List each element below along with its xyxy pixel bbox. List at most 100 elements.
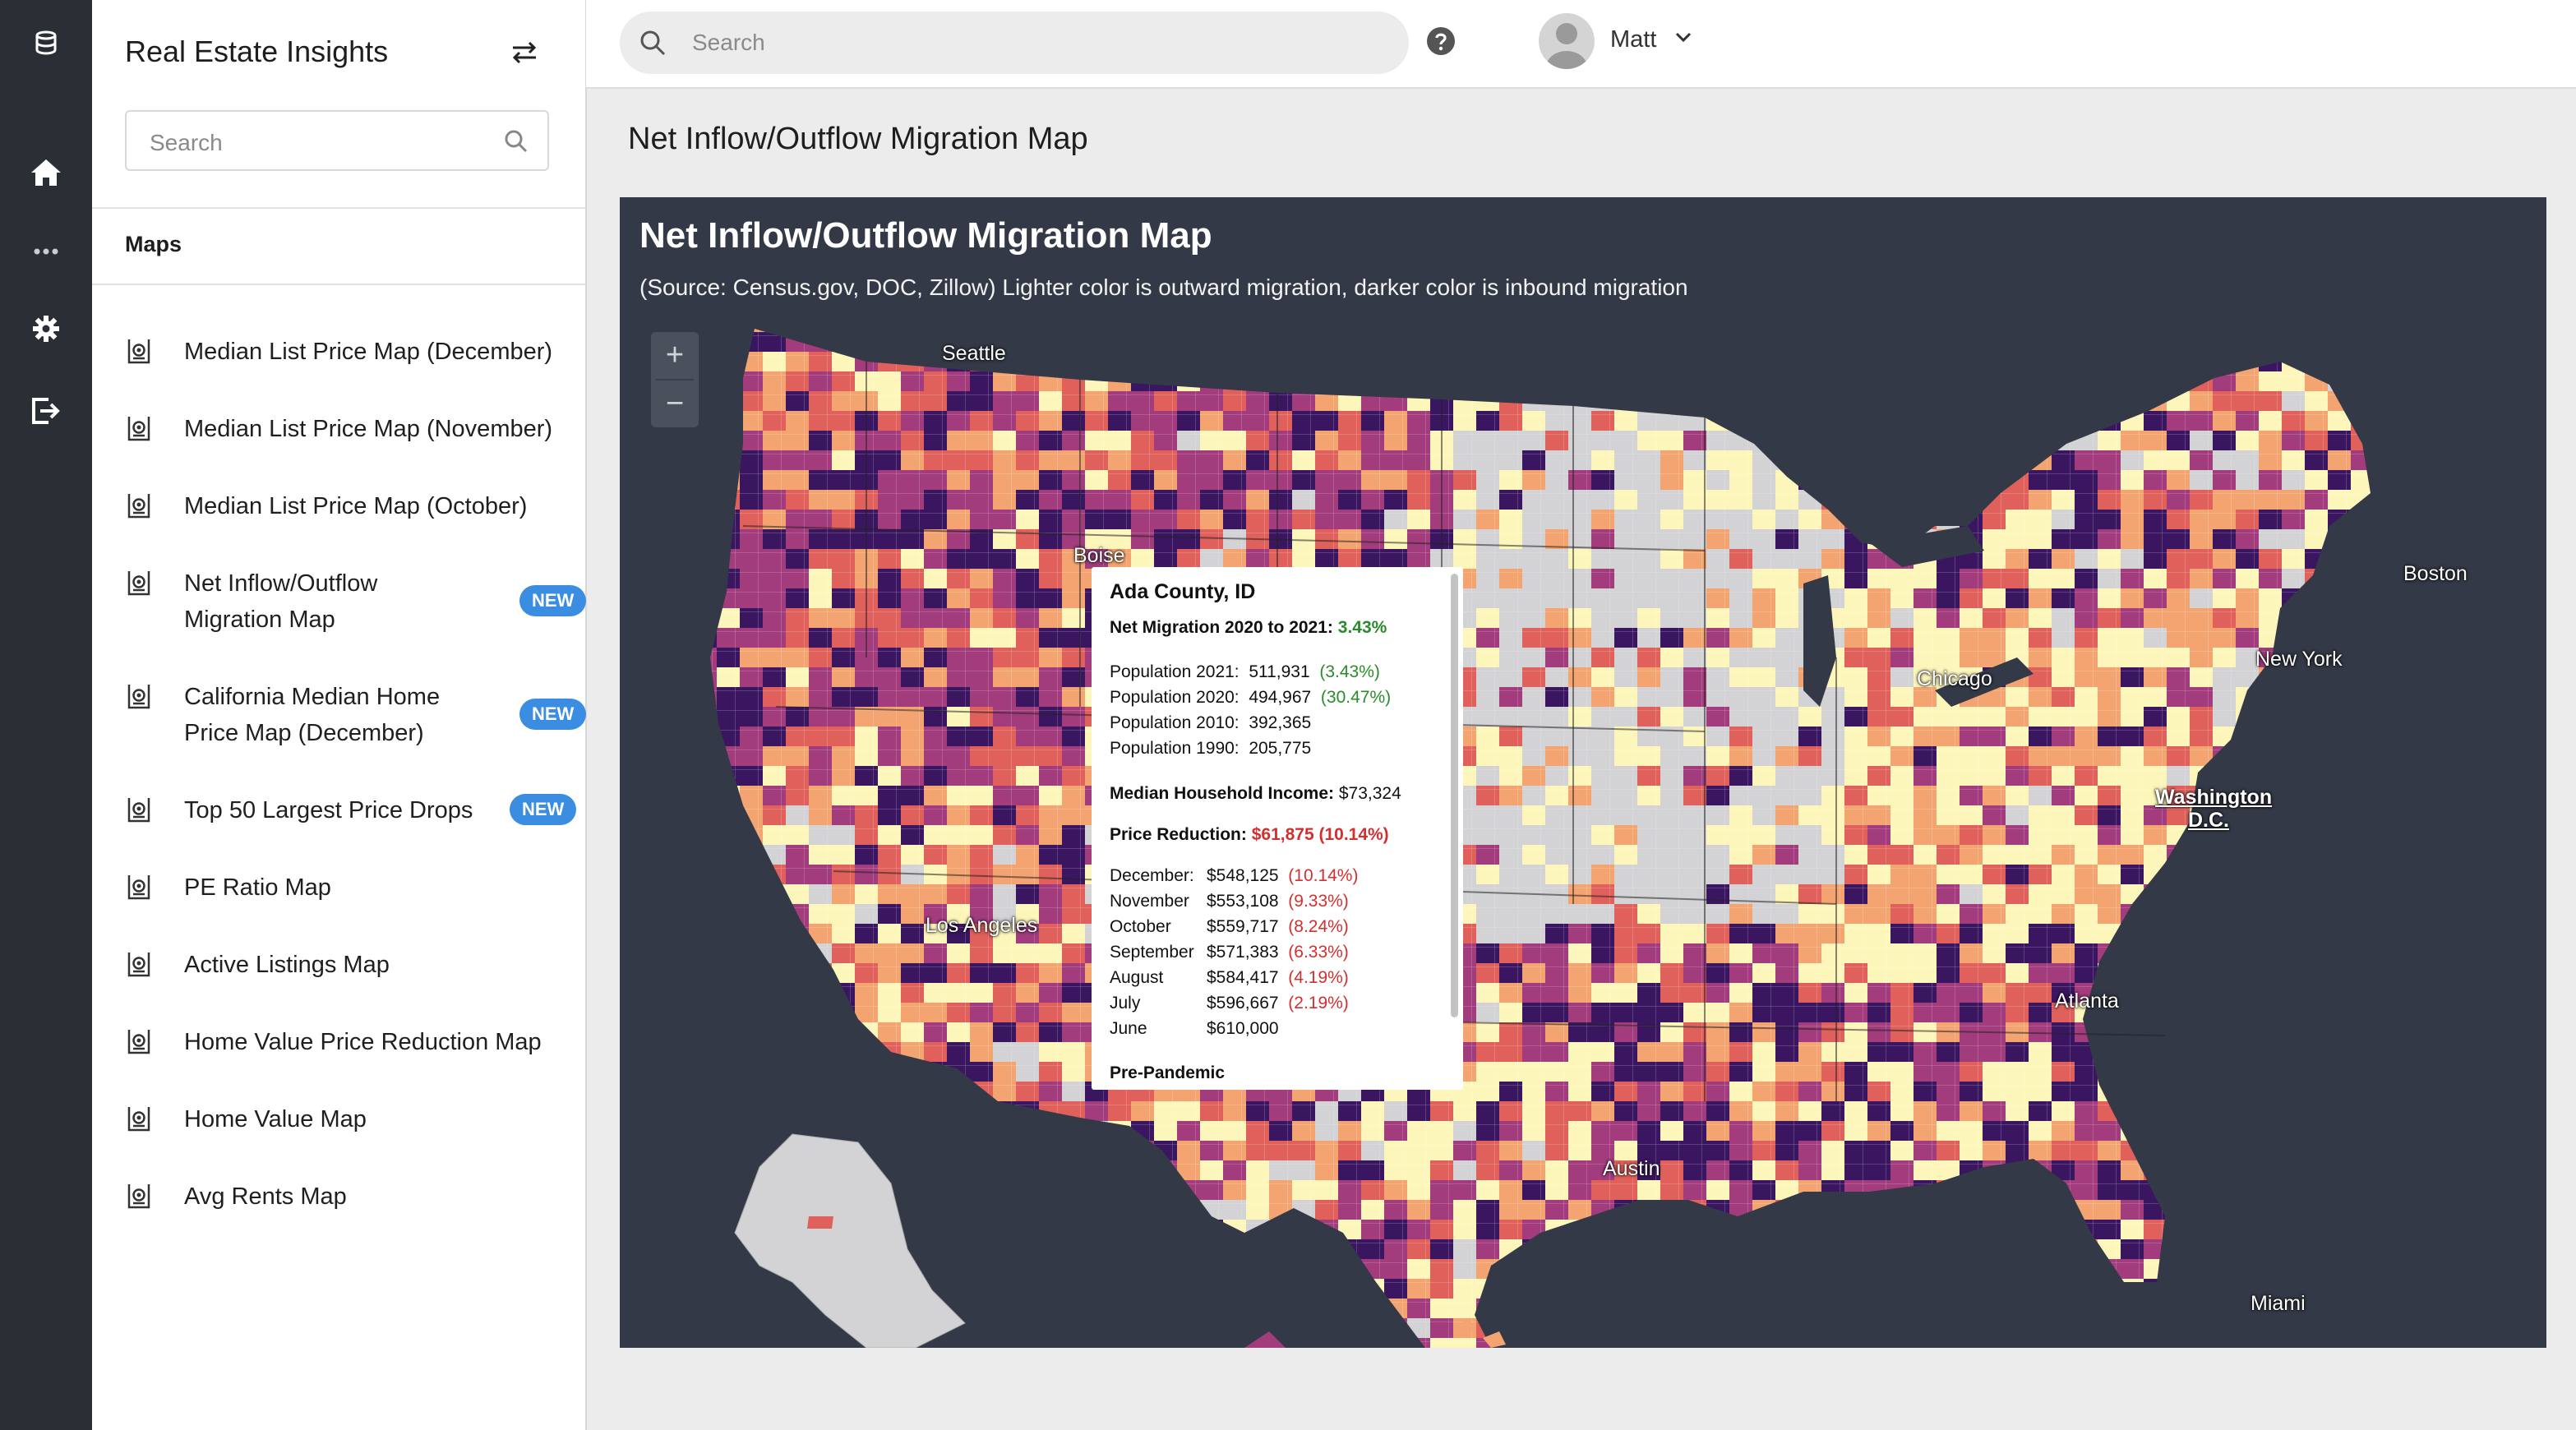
county-cell[interactable] bbox=[1062, 1220, 1085, 1239]
county-cell[interactable] bbox=[2374, 727, 2397, 746]
county-cell[interactable] bbox=[1223, 1279, 1246, 1299]
county-cell[interactable] bbox=[2006, 1160, 2029, 1180]
county-cell[interactable] bbox=[2006, 450, 2029, 470]
logout-icon[interactable] bbox=[0, 386, 92, 436]
county-cell[interactable] bbox=[2374, 707, 2397, 727]
county-cell[interactable] bbox=[2213, 352, 2236, 371]
county-cell[interactable] bbox=[1960, 490, 1983, 510]
county-cell[interactable] bbox=[1798, 1239, 1821, 1259]
county-cell[interactable] bbox=[2374, 569, 2397, 588]
county-cell[interactable] bbox=[2351, 529, 2374, 549]
county-cell[interactable] bbox=[786, 943, 809, 963]
search-icon[interactable] bbox=[503, 128, 529, 159]
county-cell[interactable] bbox=[1177, 1338, 1200, 1348]
county-cell[interactable] bbox=[1867, 490, 1890, 510]
county-cell[interactable] bbox=[2328, 727, 2351, 746]
county-cell[interactable] bbox=[2351, 707, 2374, 727]
county-cell[interactable] bbox=[1983, 352, 2006, 371]
county-cell[interactable] bbox=[2282, 904, 2305, 924]
county-cell[interactable] bbox=[1338, 332, 1361, 352]
county-cell[interactable] bbox=[2167, 1338, 2190, 1348]
county-cell[interactable] bbox=[2144, 1141, 2167, 1160]
county-cell[interactable] bbox=[993, 1101, 1016, 1121]
county-cell[interactable] bbox=[694, 766, 717, 786]
county-cell[interactable] bbox=[1914, 1220, 1937, 1239]
county-cell[interactable] bbox=[2098, 1318, 2121, 1338]
county-cell[interactable] bbox=[2374, 1200, 2397, 1220]
county-cell[interactable] bbox=[1085, 332, 1108, 352]
county-cell[interactable] bbox=[1338, 1318, 1361, 1338]
county-cell[interactable] bbox=[1131, 1299, 1154, 1318]
county-cell[interactable] bbox=[2190, 943, 2213, 963]
county-cell[interactable] bbox=[924, 1082, 947, 1101]
county-cell[interactable] bbox=[1960, 312, 1983, 332]
county-cell[interactable] bbox=[2190, 1160, 2213, 1180]
county-cell[interactable] bbox=[1568, 1318, 1591, 1338]
county-cell[interactable] bbox=[1062, 1299, 1085, 1318]
county-cell[interactable] bbox=[1729, 352, 1752, 371]
county-cell[interactable] bbox=[2351, 983, 2374, 1003]
county-cell[interactable] bbox=[1683, 1338, 1706, 1348]
county-cell[interactable] bbox=[2374, 510, 2397, 529]
county-cell[interactable] bbox=[2052, 1220, 2075, 1239]
county-cell[interactable] bbox=[2328, 312, 2351, 332]
county-cell[interactable] bbox=[2052, 1279, 2075, 1299]
county-cell[interactable] bbox=[2121, 983, 2144, 1003]
county-cell[interactable] bbox=[1476, 312, 1499, 332]
county-cell[interactable] bbox=[2259, 1318, 2282, 1338]
county-cell[interactable] bbox=[2374, 470, 2397, 490]
county-cell[interactable] bbox=[717, 884, 740, 904]
county-cell[interactable] bbox=[2282, 608, 2305, 628]
county-cell[interactable] bbox=[2305, 332, 2328, 352]
county-cell[interactable] bbox=[1798, 352, 1821, 371]
county-cell[interactable] bbox=[786, 1338, 809, 1348]
county-cell[interactable] bbox=[1223, 352, 1246, 371]
county-cell[interactable] bbox=[1108, 332, 1131, 352]
county-cell[interactable] bbox=[901, 332, 924, 352]
county-cell[interactable] bbox=[2305, 983, 2328, 1003]
county-cell[interactable] bbox=[1983, 470, 2006, 490]
county-cell[interactable] bbox=[924, 1160, 947, 1180]
county-cell[interactable] bbox=[2351, 332, 2374, 352]
county-cell[interactable] bbox=[2144, 1318, 2167, 1338]
county-cell[interactable] bbox=[924, 1101, 947, 1121]
county-cell[interactable] bbox=[878, 1062, 901, 1082]
county-cell[interactable] bbox=[1821, 411, 1844, 431]
county-cell[interactable] bbox=[1937, 470, 1960, 490]
county-cell[interactable] bbox=[1039, 1160, 1062, 1180]
county-cell[interactable] bbox=[1867, 1220, 1890, 1239]
county-cell[interactable] bbox=[786, 1022, 809, 1042]
county-cell[interactable] bbox=[2351, 648, 2374, 667]
county-cell[interactable] bbox=[717, 805, 740, 825]
county-cell[interactable] bbox=[2144, 1101, 2167, 1121]
county-cell[interactable] bbox=[2282, 1082, 2305, 1101]
county-cell[interactable] bbox=[2213, 1141, 2236, 1160]
county-cell[interactable] bbox=[1660, 371, 1683, 391]
county-cell[interactable] bbox=[1430, 312, 1453, 332]
county-cell[interactable] bbox=[2328, 1338, 2351, 1348]
county-cell[interactable] bbox=[2029, 1220, 2052, 1239]
county-cell[interactable] bbox=[1246, 1239, 1269, 1259]
county-cell[interactable] bbox=[1914, 1299, 1937, 1318]
county-cell[interactable] bbox=[2351, 1022, 2374, 1042]
county-cell[interactable] bbox=[1960, 1180, 1983, 1200]
county-cell[interactable] bbox=[2006, 1200, 2029, 1220]
county-cell[interactable] bbox=[2029, 312, 2052, 332]
county-cell[interactable] bbox=[2190, 963, 2213, 983]
county-cell[interactable] bbox=[855, 1042, 878, 1062]
county-cell[interactable] bbox=[2006, 1180, 2029, 1200]
county-cell[interactable] bbox=[2305, 766, 2328, 786]
county-cell[interactable] bbox=[1545, 1259, 1568, 1279]
county-cell[interactable] bbox=[2374, 766, 2397, 786]
county-cell[interactable] bbox=[1545, 332, 1568, 352]
county-cell[interactable] bbox=[1614, 312, 1637, 332]
county-cell[interactable] bbox=[2167, 1200, 2190, 1220]
county-cell[interactable] bbox=[717, 450, 740, 470]
county-cell[interactable] bbox=[2029, 431, 2052, 450]
county-cell[interactable] bbox=[1591, 1259, 1614, 1279]
county-cell[interactable] bbox=[855, 312, 878, 332]
county-cell[interactable] bbox=[2374, 391, 2397, 411]
county-cell[interactable] bbox=[1867, 470, 1890, 490]
county-cell[interactable] bbox=[2121, 924, 2144, 943]
county-cell[interactable] bbox=[2190, 983, 2213, 1003]
